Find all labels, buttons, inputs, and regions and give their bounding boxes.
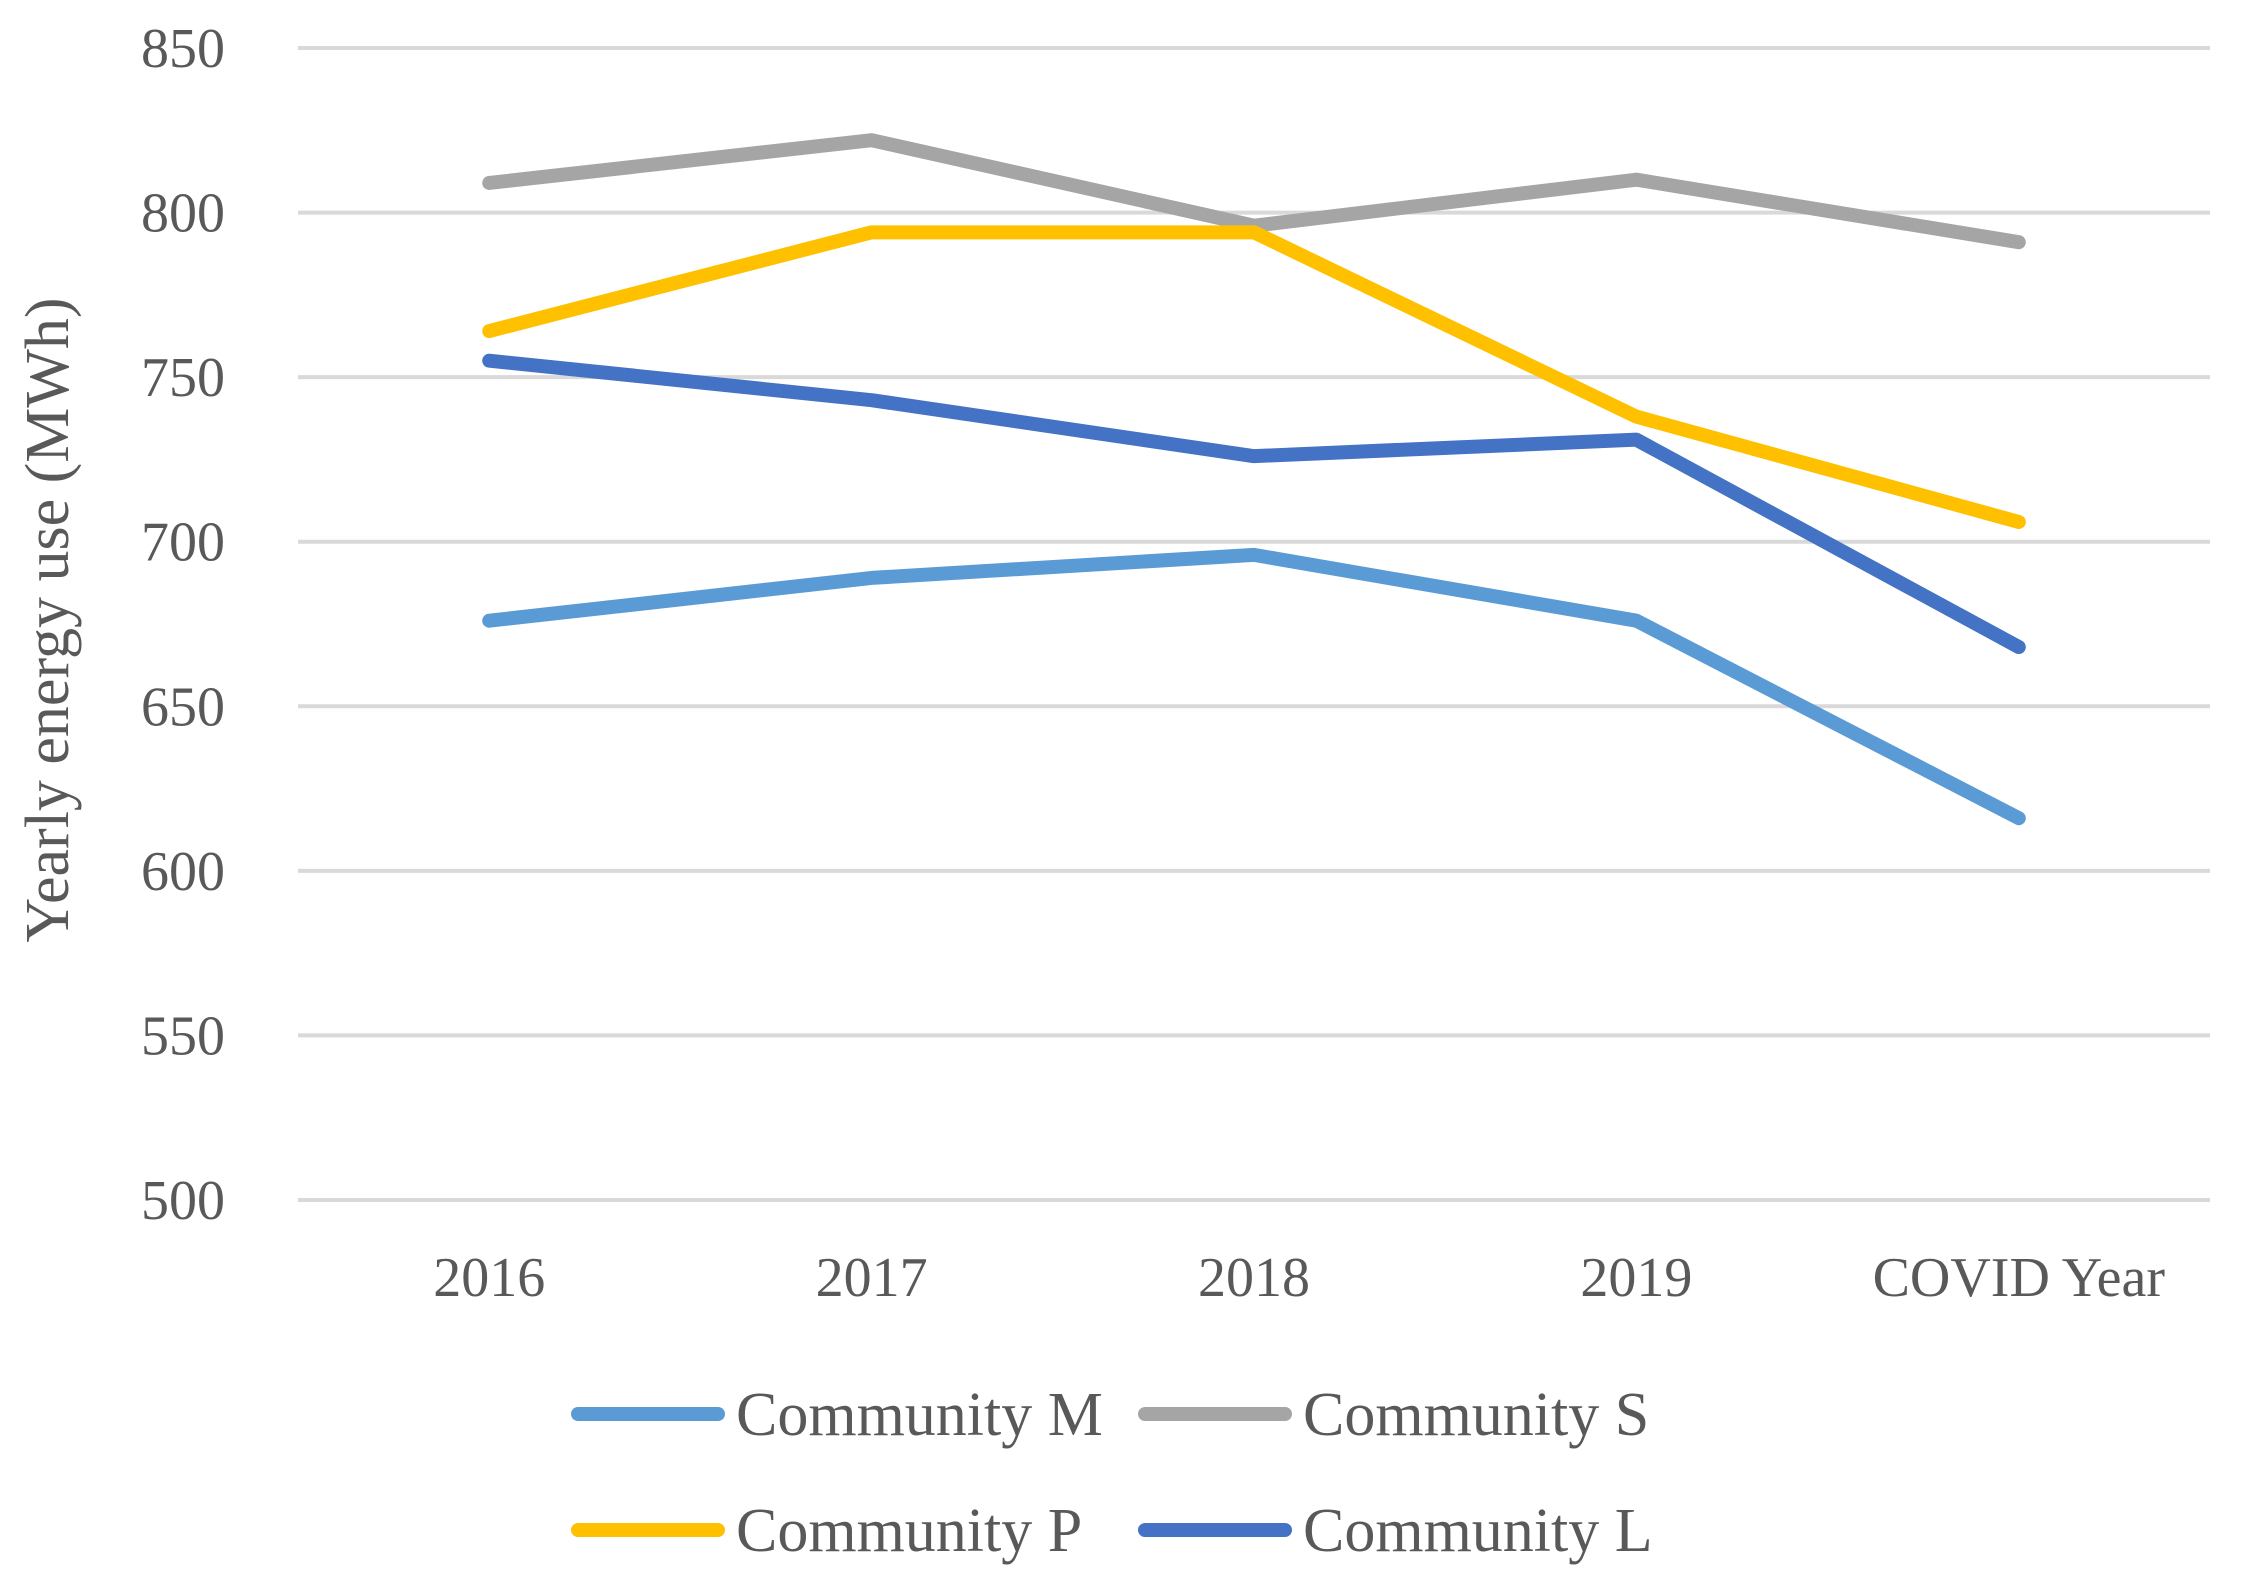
x-tick-label: 2016 [433, 1247, 545, 1309]
legend: Community M Community S Community P Communi… [571, 1381, 1653, 1565]
x-tick-label: 2018 [1198, 1247, 1310, 1309]
x-tick-label: 2019 [1580, 1247, 1692, 1309]
series-line-community-l [482, 353, 2026, 655]
x-tick-label: 2017 [816, 1247, 928, 1309]
series-lines [482, 133, 2026, 826]
legend-label: Community P [736, 1497, 1082, 1565]
legend-item-community-l: Community L [1138, 1497, 1653, 1565]
legend-label: Community M [736, 1381, 1103, 1449]
y-axis-title: Yearly energy use (MWh) [14, 297, 82, 942]
y-tick-label: 600 [141, 841, 225, 903]
legend-label: Community S [1303, 1381, 1649, 1449]
legend-item-community-s: Community S [1138, 1381, 1649, 1449]
y-axis-ticks: 500 550 600 650 700 750 800 850 [141, 18, 225, 1232]
x-tick-label: COVID Year [1873, 1247, 2166, 1309]
legend-item-community-m: Community M [571, 1381, 1103, 1449]
legend-item-community-p: Community P [571, 1497, 1082, 1565]
y-tick-label: 800 [141, 183, 225, 245]
series-line-community-m [482, 547, 2026, 826]
series-line-community-p [482, 225, 2026, 529]
y-tick-label: 750 [141, 347, 225, 409]
y-tick-label: 650 [141, 676, 225, 738]
y-tick-label: 500 [141, 1170, 225, 1232]
x-axis-ticks: 2016 2017 2018 2019 COVID Year [433, 1247, 2165, 1309]
y-tick-label: 700 [141, 512, 225, 574]
y-tick-label: 550 [141, 1005, 225, 1067]
y-tick-label: 850 [141, 18, 225, 80]
legend-label: Community L [1303, 1497, 1653, 1565]
